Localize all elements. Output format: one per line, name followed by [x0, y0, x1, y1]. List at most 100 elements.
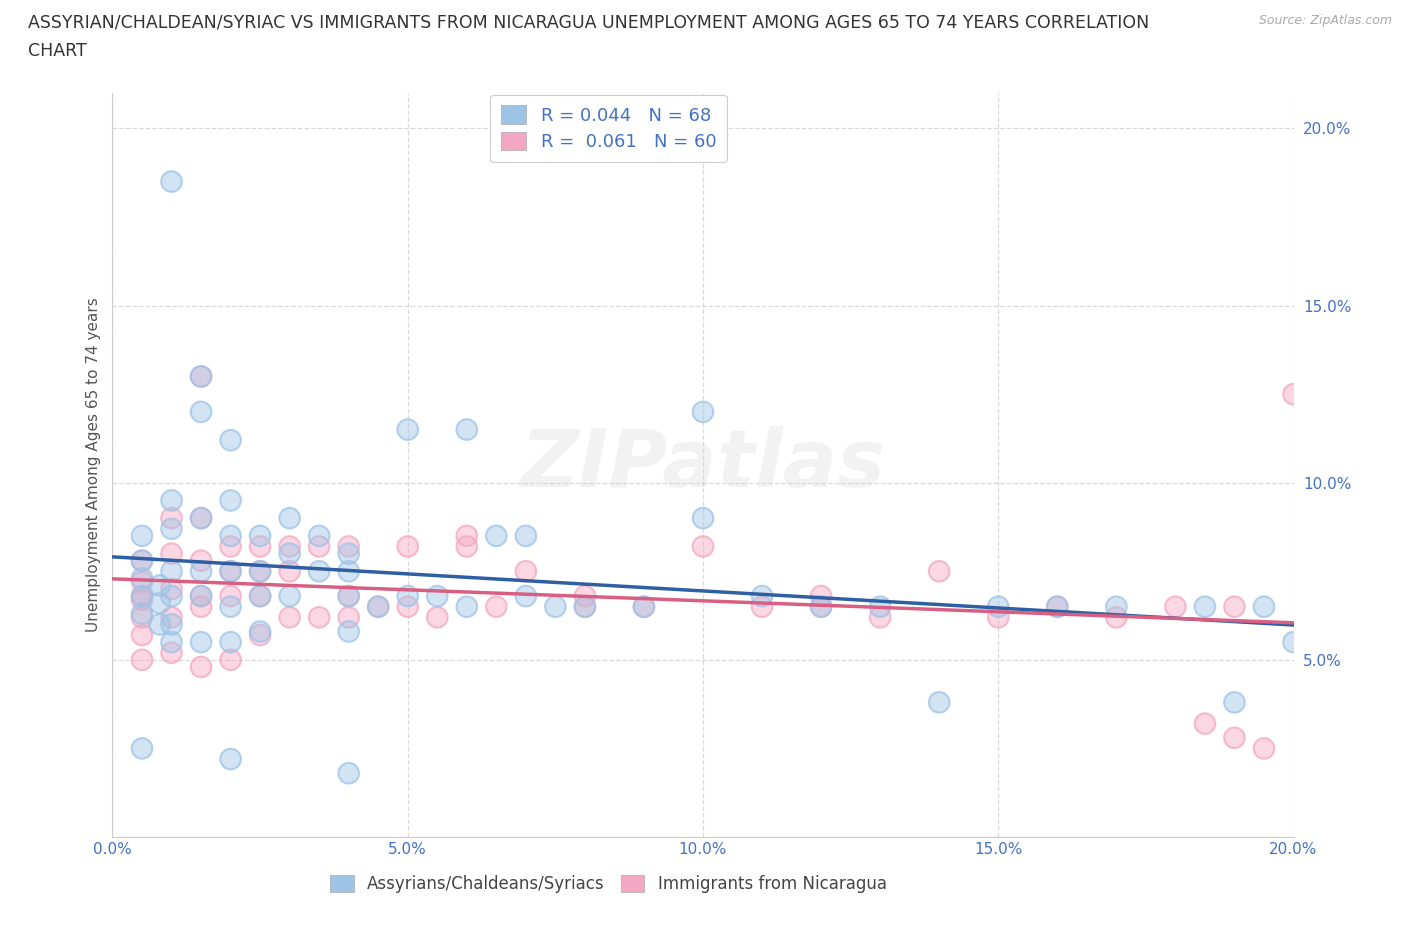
Point — [396, 589, 419, 604]
Point — [308, 564, 330, 578]
Point — [1164, 599, 1187, 614]
Point — [249, 589, 271, 604]
Point — [367, 599, 389, 614]
Point — [515, 564, 537, 578]
Point — [337, 610, 360, 625]
Point — [367, 599, 389, 614]
Point — [1105, 599, 1128, 614]
Point — [544, 599, 567, 614]
Point — [396, 589, 419, 604]
Point — [367, 599, 389, 614]
Point — [1282, 387, 1305, 402]
Point — [1253, 599, 1275, 614]
Point — [810, 599, 832, 614]
Point — [190, 589, 212, 604]
Text: ASSYRIAN/CHALDEAN/SYRIAC VS IMMIGRANTS FROM NICARAGUA UNEMPLOYMENT AMONG AGES 65: ASSYRIAN/CHALDEAN/SYRIAC VS IMMIGRANTS F… — [28, 14, 1149, 32]
Point — [426, 589, 449, 604]
Point — [928, 695, 950, 710]
Point — [1253, 741, 1275, 756]
Point — [160, 581, 183, 596]
Point — [485, 528, 508, 543]
Point — [219, 634, 242, 649]
Point — [190, 511, 212, 525]
Point — [190, 634, 212, 649]
Point — [160, 610, 183, 625]
Point — [249, 539, 271, 554]
Point — [308, 539, 330, 554]
Point — [574, 599, 596, 614]
Point — [278, 610, 301, 625]
Point — [190, 659, 212, 674]
Point — [456, 422, 478, 437]
Point — [633, 599, 655, 614]
Point — [160, 634, 183, 649]
Point — [160, 564, 183, 578]
Point — [337, 589, 360, 604]
Point — [160, 522, 183, 537]
Point — [219, 564, 242, 578]
Point — [131, 653, 153, 668]
Point — [1223, 599, 1246, 614]
Point — [869, 599, 891, 614]
Point — [1105, 599, 1128, 614]
Point — [515, 528, 537, 543]
Point — [249, 528, 271, 543]
Point — [278, 511, 301, 525]
Point — [190, 405, 212, 419]
Point — [633, 599, 655, 614]
Point — [160, 617, 183, 631]
Point — [249, 528, 271, 543]
Point — [190, 553, 212, 568]
Point — [131, 553, 153, 568]
Point — [987, 610, 1010, 625]
Point — [160, 511, 183, 525]
Point — [278, 564, 301, 578]
Point — [751, 599, 773, 614]
Point — [1282, 387, 1305, 402]
Point — [869, 599, 891, 614]
Point — [219, 634, 242, 649]
Point — [149, 617, 172, 631]
Point — [131, 592, 153, 607]
Point — [928, 564, 950, 578]
Point — [190, 659, 212, 674]
Point — [869, 610, 891, 625]
Point — [337, 564, 360, 578]
Point — [131, 528, 153, 543]
Point — [928, 695, 950, 710]
Point — [131, 553, 153, 568]
Point — [219, 432, 242, 447]
Point — [1046, 599, 1069, 614]
Point — [544, 599, 567, 614]
Point — [190, 599, 212, 614]
Point — [131, 741, 153, 756]
Point — [190, 369, 212, 384]
Point — [1194, 599, 1216, 614]
Point — [249, 589, 271, 604]
Point — [1164, 599, 1187, 614]
Point — [131, 589, 153, 604]
Point — [219, 539, 242, 554]
Point — [278, 511, 301, 525]
Point — [219, 589, 242, 604]
Point — [190, 553, 212, 568]
Point — [1282, 634, 1305, 649]
Point — [692, 405, 714, 419]
Point — [160, 581, 183, 596]
Text: ZIPatlas: ZIPatlas — [520, 426, 886, 504]
Point — [337, 539, 360, 554]
Point — [131, 592, 153, 607]
Point — [337, 539, 360, 554]
Point — [1223, 695, 1246, 710]
Point — [426, 589, 449, 604]
Point — [751, 599, 773, 614]
Point — [278, 546, 301, 561]
Point — [426, 610, 449, 625]
Point — [249, 628, 271, 643]
Text: CHART: CHART — [28, 42, 87, 60]
Point — [1223, 730, 1246, 745]
Point — [160, 634, 183, 649]
Point — [367, 599, 389, 614]
Point — [131, 606, 153, 621]
Point — [190, 369, 212, 384]
